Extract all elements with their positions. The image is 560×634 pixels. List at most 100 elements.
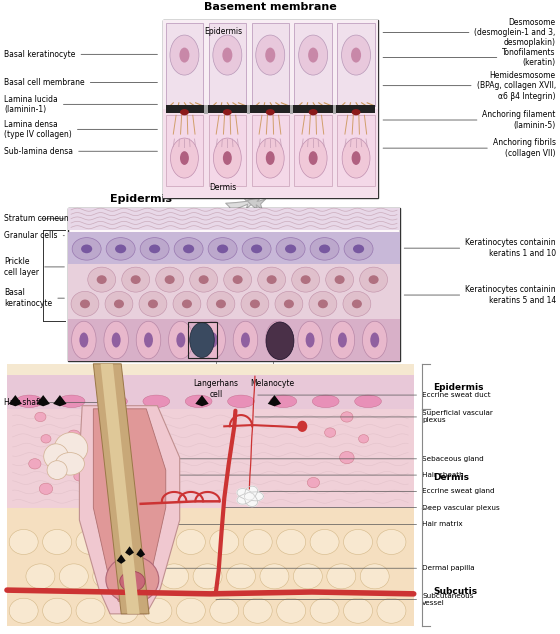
Text: Stratum corneum: Stratum corneum (4, 214, 72, 223)
Ellipse shape (330, 321, 354, 359)
Ellipse shape (223, 151, 232, 165)
Ellipse shape (233, 321, 258, 359)
Ellipse shape (176, 332, 185, 347)
Ellipse shape (165, 275, 175, 284)
Bar (7, 364, 414, 409)
Ellipse shape (173, 292, 201, 316)
Ellipse shape (377, 529, 406, 555)
Ellipse shape (312, 395, 339, 408)
Bar (68, 320, 400, 361)
Ellipse shape (115, 245, 126, 253)
Ellipse shape (343, 529, 372, 555)
Polygon shape (80, 406, 180, 614)
Ellipse shape (47, 461, 67, 479)
Ellipse shape (208, 238, 237, 260)
Ellipse shape (310, 598, 339, 623)
Ellipse shape (210, 529, 239, 555)
Ellipse shape (360, 267, 388, 292)
Ellipse shape (310, 238, 339, 260)
Ellipse shape (122, 267, 150, 292)
Polygon shape (94, 409, 166, 602)
Text: Langerhans
cell: Langerhans cell (193, 379, 239, 399)
Text: Basal
keratinocyte: Basal keratinocyte (4, 288, 64, 308)
Ellipse shape (180, 151, 189, 165)
Ellipse shape (55, 453, 85, 475)
Ellipse shape (352, 151, 361, 165)
Ellipse shape (105, 292, 133, 316)
Ellipse shape (326, 267, 353, 292)
Ellipse shape (43, 529, 72, 555)
Text: Basement membrane: Basement membrane (204, 3, 337, 13)
Polygon shape (94, 364, 149, 614)
Ellipse shape (176, 598, 206, 623)
Ellipse shape (377, 598, 406, 623)
Bar (163, 109, 377, 198)
Bar (295, 115, 332, 186)
Ellipse shape (276, 238, 305, 260)
Text: Dermis: Dermis (433, 473, 469, 482)
Ellipse shape (110, 529, 138, 555)
Ellipse shape (58, 395, 85, 408)
Text: Prickle
cell layer: Prickle cell layer (4, 257, 64, 276)
Ellipse shape (139, 292, 167, 316)
Ellipse shape (93, 564, 122, 589)
Ellipse shape (209, 332, 218, 347)
Ellipse shape (156, 267, 184, 292)
Ellipse shape (9, 529, 38, 555)
Text: Anchoring fibrils
(collagen VII): Anchoring fibrils (collagen VII) (383, 138, 556, 158)
Ellipse shape (144, 332, 153, 347)
Text: Hair sheath: Hair sheath (177, 472, 464, 478)
Ellipse shape (71, 292, 99, 316)
Ellipse shape (292, 267, 320, 292)
Ellipse shape (222, 48, 232, 63)
Ellipse shape (72, 238, 101, 260)
Ellipse shape (176, 529, 206, 555)
Ellipse shape (88, 267, 115, 292)
Text: Keratinocytes containin
keratins 1 and 10: Keratinocytes containin keratins 1 and 1… (404, 238, 556, 258)
Text: Eccrine sweat duct: Eccrine sweat duct (258, 392, 491, 398)
Ellipse shape (368, 275, 379, 284)
Ellipse shape (81, 245, 92, 253)
Bar (68, 207, 400, 361)
Text: Sebaceous gland: Sebaceous gland (80, 456, 484, 462)
Ellipse shape (352, 109, 361, 115)
Ellipse shape (298, 35, 328, 75)
Ellipse shape (41, 434, 51, 443)
Bar (166, 115, 203, 186)
Bar (7, 508, 414, 626)
Ellipse shape (148, 299, 158, 308)
Ellipse shape (104, 321, 128, 359)
Text: Eccrine sweat gland: Eccrine sweat gland (255, 488, 494, 495)
Ellipse shape (101, 395, 127, 408)
Bar (68, 232, 400, 266)
Bar (251, 115, 289, 186)
Bar (251, 23, 289, 106)
Ellipse shape (224, 267, 251, 292)
Ellipse shape (223, 109, 232, 115)
Ellipse shape (340, 412, 353, 422)
Ellipse shape (179, 48, 189, 63)
Ellipse shape (266, 109, 275, 115)
Ellipse shape (76, 529, 105, 555)
Ellipse shape (39, 483, 53, 495)
Polygon shape (8, 395, 22, 406)
Ellipse shape (111, 332, 120, 347)
Ellipse shape (183, 245, 194, 253)
Ellipse shape (319, 245, 330, 253)
Ellipse shape (358, 434, 368, 443)
Ellipse shape (298, 321, 323, 359)
Ellipse shape (9, 598, 38, 623)
Ellipse shape (149, 245, 160, 253)
Bar (337, 23, 375, 106)
Text: Melanocyte: Melanocyte (251, 379, 295, 389)
Ellipse shape (136, 321, 161, 359)
Ellipse shape (185, 395, 212, 408)
Ellipse shape (76, 598, 105, 623)
Text: Subcutaneous
vessel: Subcutaneous vessel (216, 593, 474, 606)
Ellipse shape (241, 292, 269, 316)
Text: Lamina lucida
(laminin-1): Lamina lucida (laminin-1) (4, 94, 157, 114)
Ellipse shape (226, 564, 255, 589)
Polygon shape (195, 395, 209, 406)
Ellipse shape (243, 529, 272, 555)
Text: Dermis: Dermis (209, 183, 237, 192)
